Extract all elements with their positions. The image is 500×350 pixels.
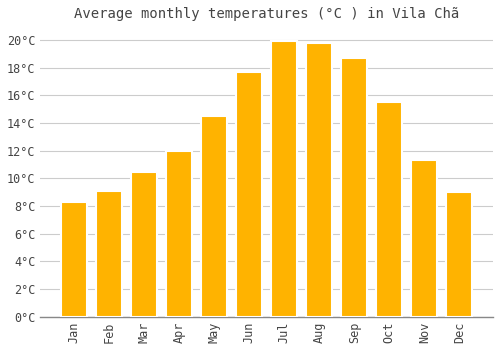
Bar: [166, 151, 192, 317]
Bar: [271, 42, 297, 317]
Bar: [96, 191, 122, 317]
Bar: [376, 102, 402, 317]
Bar: [306, 43, 332, 317]
Bar: [446, 192, 472, 317]
Bar: [61, 202, 87, 317]
Bar: [341, 58, 367, 317]
Bar: [236, 72, 262, 317]
Bar: [131, 172, 157, 317]
Title: Average monthly temperatures (°C ) in Vila Chã: Average monthly temperatures (°C ) in Vi…: [74, 7, 460, 21]
Bar: [201, 116, 228, 317]
Bar: [411, 161, 438, 317]
